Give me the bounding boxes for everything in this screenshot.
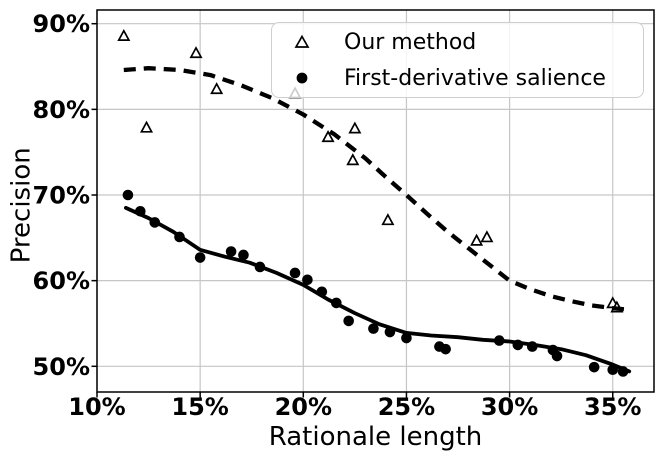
y-tick-label: 50% — [33, 353, 90, 381]
first-derivative-salience-point — [343, 315, 354, 327]
first-derivative-salience-point — [194, 252, 206, 263]
axis-ticks: 10% 15% 20% 25% 30% 35% 50% 60% 70% 80% 90% — [33, 10, 642, 421]
y-tick-label: 80% — [33, 96, 90, 124]
first-derivative-salience-point — [289, 267, 301, 279]
x-tick-label: 20% — [275, 393, 332, 421]
first-derivative-trend-line — [124, 205, 632, 374]
our-method-trend-line — [123, 66, 630, 312]
first-derivative-salience-point — [401, 332, 412, 344]
y-axis-title: Precision — [6, 147, 37, 264]
scatter-markers — [117, 28, 629, 377]
filled-circle-icon — [272, 70, 331, 86]
first-derivative-salience-point — [302, 274, 313, 286]
legend-item-our-method: Our method — [272, 25, 643, 59]
x-tick-label: 35% — [584, 393, 641, 421]
legend-label: First-derivative salience — [344, 65, 606, 91]
first-derivative-salience-point — [440, 343, 451, 355]
y-tick-label: 60% — [33, 267, 90, 295]
first-derivative-salience-point — [551, 350, 563, 362]
our-method-point — [346, 153, 360, 166]
x-tick-label: 10% — [68, 393, 125, 421]
our-method-point — [348, 121, 362, 134]
plot-border — [96, 9, 655, 393]
first-derivative-salience-point — [238, 249, 249, 261]
x-tick-label: 15% — [171, 393, 228, 421]
first-derivative-salience-point — [122, 189, 134, 201]
x-tick-label: 30% — [481, 393, 538, 421]
our-method-point — [321, 130, 335, 143]
legend-item-first-derivative-salience: First-derivative salience — [272, 61, 643, 95]
our-method-point — [381, 213, 395, 226]
x-tick-label: 25% — [378, 393, 435, 421]
our-method-point — [210, 82, 224, 95]
open-triangle-icon — [272, 34, 331, 50]
our-method-point — [189, 46, 203, 59]
first-derivative-salience-point — [368, 323, 379, 334]
our-method-point — [117, 28, 131, 42]
our-method-point — [139, 120, 154, 133]
y-tick-label: 70% — [33, 182, 90, 210]
legend-label: Our method — [344, 29, 477, 55]
our-method-point — [470, 233, 484, 246]
x-axis-title: Rationale length — [268, 422, 483, 452]
y-tick-label: 90% — [33, 10, 90, 38]
first-derivative-salience-point — [588, 361, 600, 373]
our-method-point — [480, 230, 494, 243]
first-derivative-salience-point — [225, 246, 237, 257]
legend: Our method First-derivative salience — [271, 22, 644, 98]
